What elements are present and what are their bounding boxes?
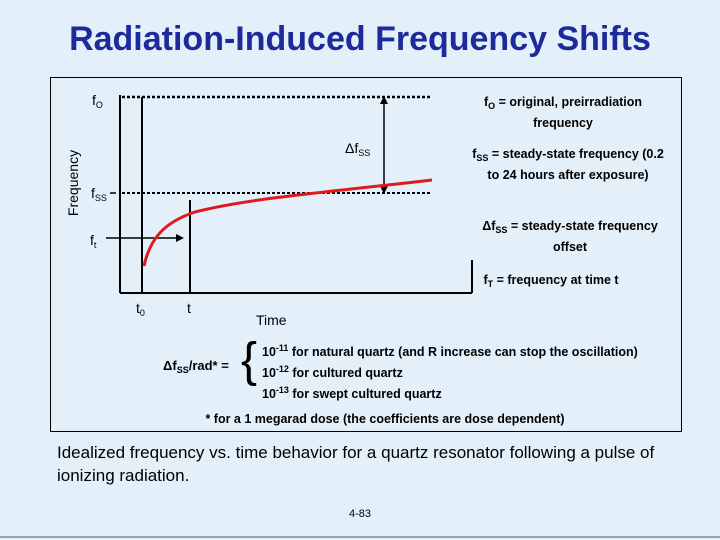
rate-line-cultured: 10-12 for cultured quartz — [262, 361, 682, 382]
legend-f0: fO = original, preirradiation frequency — [468, 94, 658, 132]
rate-equation-lhs: ΔfSS/rad* = — [163, 358, 229, 375]
legend-delta-fss-symbol: Δf — [482, 219, 496, 233]
legend-ft-subscript: T — [487, 279, 494, 289]
legend-ft-symbol: f — [483, 273, 488, 287]
rate-cultured-base: 10 — [262, 366, 276, 381]
x-axis-label: Time — [256, 312, 287, 328]
legend-fss-text: = steady-state frequency (0.2 to 24 hour… — [487, 147, 664, 182]
legend-f0-subscript: O — [488, 101, 496, 111]
legend-delta-fss-text: = steady-state frequency offset — [507, 219, 658, 254]
legend-fss-symbol: f — [472, 147, 477, 161]
legend-f0-text: = original, preirradiation frequency — [495, 95, 643, 130]
y-axis-label: Frequency — [65, 149, 82, 217]
legend-ft: fT = frequency at time t — [466, 272, 636, 293]
recovery-curve — [142, 178, 433, 267]
rate-lhs-rest: /rad* = — [188, 358, 229, 373]
legend-delta-fss-subscript: SS — [495, 225, 508, 235]
fss-label: fSS — [91, 185, 107, 203]
legend-ft-text: = frequency at time t — [493, 273, 619, 287]
rate-lhs-subscript: SS — [176, 365, 189, 375]
page-title: Radiation-Induced Frequency Shifts — [69, 20, 651, 58]
rate-line-natural: 10-11 for natural quartz (and R increase… — [262, 340, 682, 361]
rate-swept-text: for swept cultured quartz — [288, 387, 442, 402]
rate-lhs-symbol: Δf — [163, 358, 177, 373]
ft-label-symbol: f — [90, 232, 94, 248]
f0-label: fO — [92, 92, 103, 110]
delta-fss-arrowhead-down — [380, 186, 388, 194]
delta-fss-arrowhead-up — [380, 96, 388, 104]
delta-fss-symbol: Δf — [345, 140, 359, 156]
figure-panel — [50, 77, 682, 432]
rate-natural-text: for natural quartz (and R increase can s… — [288, 345, 638, 360]
f0-label-symbol: f — [92, 92, 96, 108]
legend-fss-subscript: SS — [476, 153, 489, 163]
figure-caption: Idealized frequency vs. time behavior fo… — [57, 443, 655, 485]
legend-f0-symbol: f — [483, 95, 489, 109]
fss-label-symbol: f — [91, 185, 95, 201]
rate-swept-exponent: -13 — [275, 385, 289, 396]
delta-fss-subscript: SS — [358, 148, 371, 158]
f0-label-subscript: O — [95, 100, 103, 110]
bottom-rule — [0, 536, 720, 538]
ft-label: ft — [90, 232, 96, 250]
legend-delta-fss: ΔfSS = steady-state frequency offset — [470, 218, 670, 256]
rate-cultured-exponent: -12 — [275, 364, 289, 375]
rate-line-swept: 10-13 for swept cultured quartz — [262, 382, 682, 403]
t0-subscript: 0 — [139, 308, 145, 318]
t0-symbol: t — [136, 300, 140, 316]
delta-fss-label: ΔfSS — [345, 140, 370, 158]
dose-footnote: * for a 1 megarad dose (the coefficients… — [205, 412, 565, 426]
rate-swept-base: 10 — [262, 387, 276, 402]
ft-arrowhead — [176, 234, 184, 242]
ft-label-subscript: t — [93, 240, 97, 250]
rate-natural-exponent: -11 — [275, 343, 289, 353]
rate-cultured-text: for cultured quartz — [288, 366, 403, 381]
rate-brace: { — [241, 334, 258, 387]
t0-label: t0 — [136, 300, 145, 318]
rate-equation-values: 10-11 for natural quartz (and R increase… — [262, 340, 682, 403]
page-number: 4-83 — [348, 508, 372, 520]
fss-label-subscript: SS — [94, 193, 107, 203]
legend-fss: fSS = steady-state frequency (0.2 to 24 … — [468, 146, 668, 184]
rate-natural-base: 10 — [262, 345, 276, 360]
t-label: t — [187, 300, 191, 316]
